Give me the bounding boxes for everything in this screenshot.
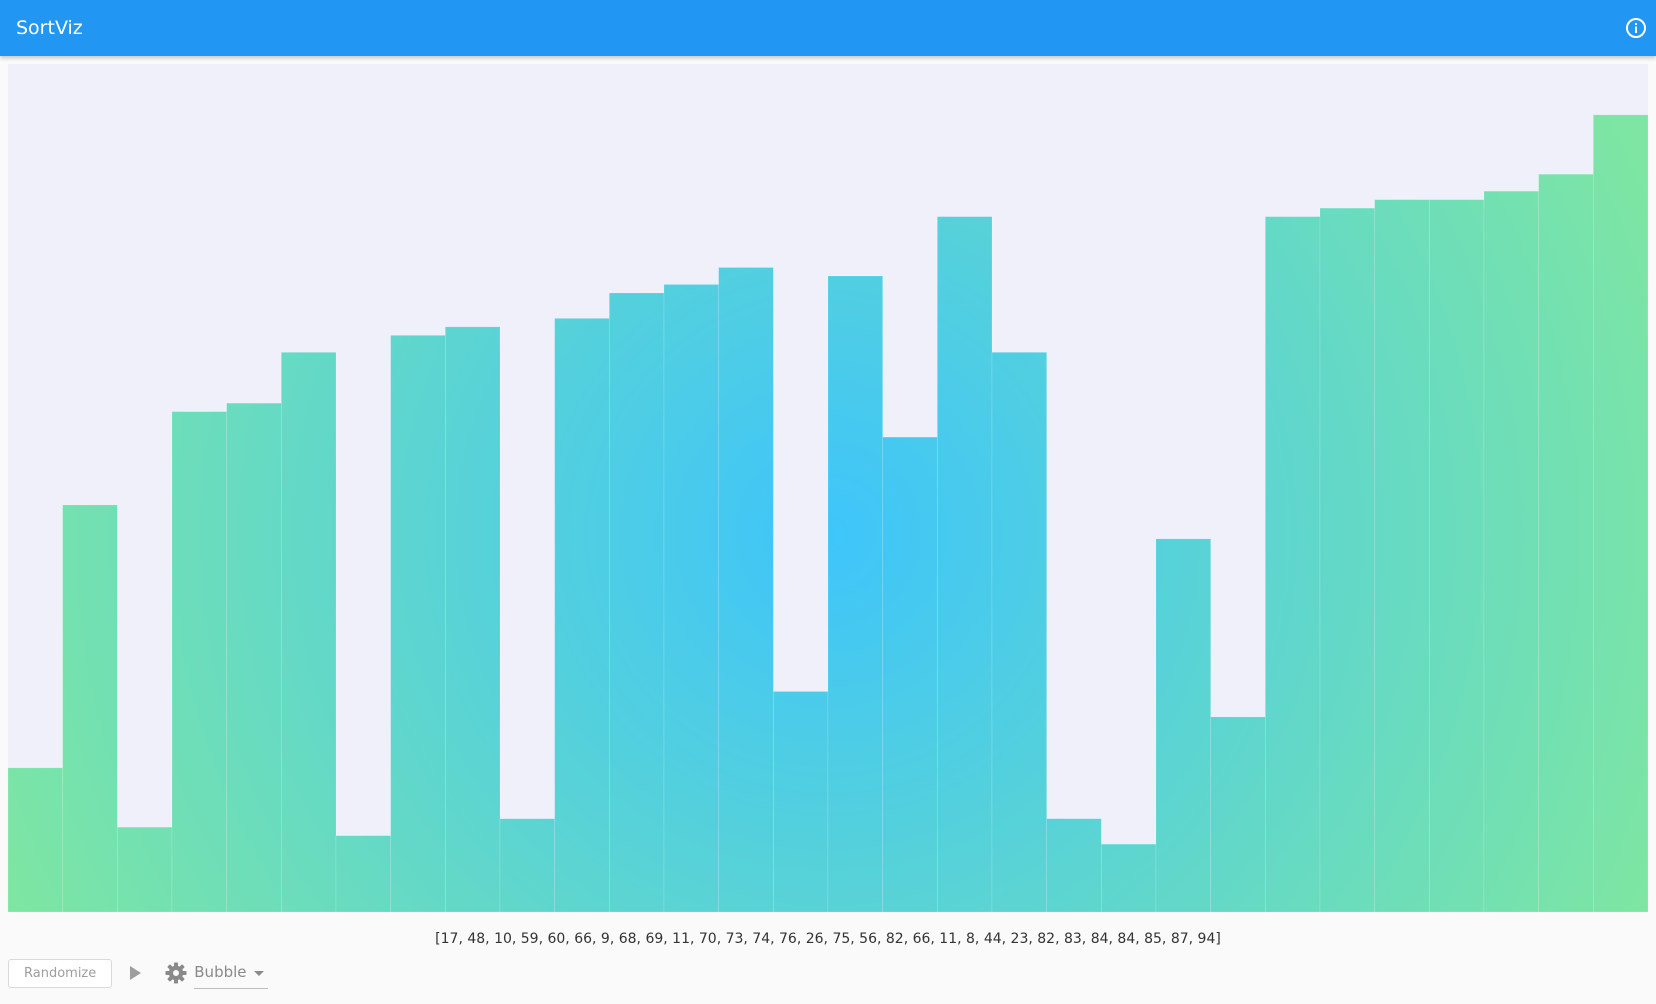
bar: [937, 216, 993, 912]
bar: [1593, 114, 1648, 912]
bar: [390, 335, 446, 912]
bar: [1429, 199, 1485, 912]
bar: [609, 292, 665, 912]
bar: [499, 818, 555, 912]
bar: [663, 284, 719, 912]
array-readout: [17, 48, 10, 59, 60, 66, 9, 68, 69, 11, …: [435, 931, 1221, 947]
bar: [1483, 190, 1539, 912]
bar: [1155, 538, 1211, 912]
bar: [1374, 199, 1430, 912]
bar: [445, 326, 501, 912]
algorithm-select-value: Bubble: [194, 962, 247, 981]
bars: [8, 114, 1648, 912]
bar: [773, 691, 829, 912]
sort-visualization: [8, 64, 1648, 912]
controls-bar: Randomize Bubble: [8, 958, 269, 989]
algorithm-select[interactable]: Bubble: [194, 958, 269, 989]
bar: [8, 767, 63, 912]
settings-button[interactable]: [164, 961, 188, 985]
bar: [882, 436, 938, 912]
app-title: SortViz: [16, 17, 83, 39]
bar: [335, 835, 391, 912]
bar: [1046, 818, 1102, 912]
bar: [171, 411, 227, 912]
info-circle-icon: [1626, 18, 1646, 38]
bar: [554, 318, 610, 912]
bar: [226, 402, 282, 912]
randomize-button[interactable]: Randomize: [8, 958, 113, 988]
bar: [1265, 216, 1321, 912]
caret-down-icon: [254, 970, 265, 976]
bar: [117, 826, 173, 912]
bar: [718, 267, 774, 912]
bar: [991, 352, 1047, 912]
bar-chart: [8, 64, 1648, 912]
app-bar: SortViz: [0, 0, 1656, 56]
bar: [281, 352, 337, 912]
play-button[interactable]: [126, 964, 144, 982]
bar: [1101, 843, 1157, 912]
bar: [827, 275, 883, 912]
bar: [1538, 173, 1594, 912]
bar: [62, 504, 118, 912]
play-icon: [130, 966, 142, 980]
info-button[interactable]: [1624, 16, 1648, 40]
bar: [1210, 716, 1266, 912]
gear-icon: [165, 962, 187, 984]
bar: [1319, 207, 1375, 912]
